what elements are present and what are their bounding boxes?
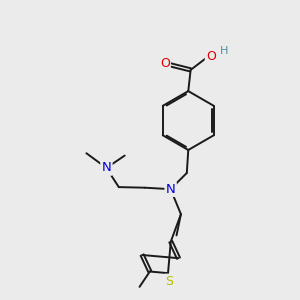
Text: H: H	[220, 46, 229, 56]
Text: O: O	[160, 57, 170, 70]
Text: S: S	[166, 275, 173, 288]
Text: N: N	[101, 161, 111, 175]
Text: O: O	[206, 50, 216, 63]
Text: N: N	[166, 183, 176, 196]
